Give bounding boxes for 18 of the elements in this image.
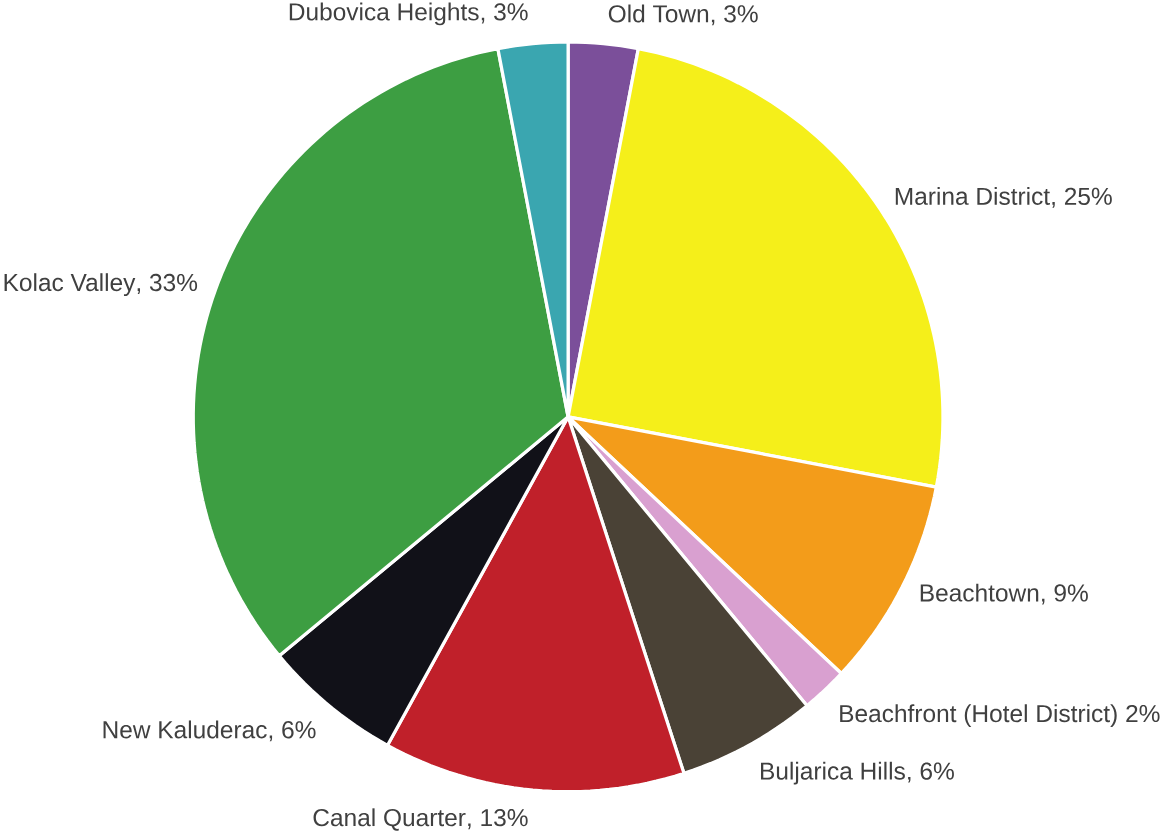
- slice-label: Buljarica Hills: [761, 761, 905, 785]
- slice-label: Canal Quarter: [313, 808, 466, 831]
- data-label: , 6%: [269, 720, 316, 742]
- data-label: , 33%: [137, 273, 198, 294]
- data-label: , 3%: [711, 5, 758, 26]
- slice-label: New Kaluderac: [103, 720, 267, 739]
- slice-label: Beachfront (Hotel District): [840, 704, 1117, 727]
- data-label: , 13%: [468, 808, 528, 830]
- slice-label: Beachtown: [920, 583, 1039, 602]
- data-label: , 9%: [1042, 584, 1088, 605]
- slice-label: Kolac Valley: [4, 273, 136, 296]
- data-label: 2%: [1126, 704, 1160, 722]
- slice-label: Marina District: [895, 186, 1050, 205]
- data-label: , 3%: [481, 3, 528, 24]
- data-label: , 25%: [1052, 187, 1112, 208]
- slice-label: Old Town: [608, 4, 709, 23]
- data-label: , 6%: [908, 762, 954, 783]
- slice-label: Dubovica Heights: [289, 2, 479, 26]
